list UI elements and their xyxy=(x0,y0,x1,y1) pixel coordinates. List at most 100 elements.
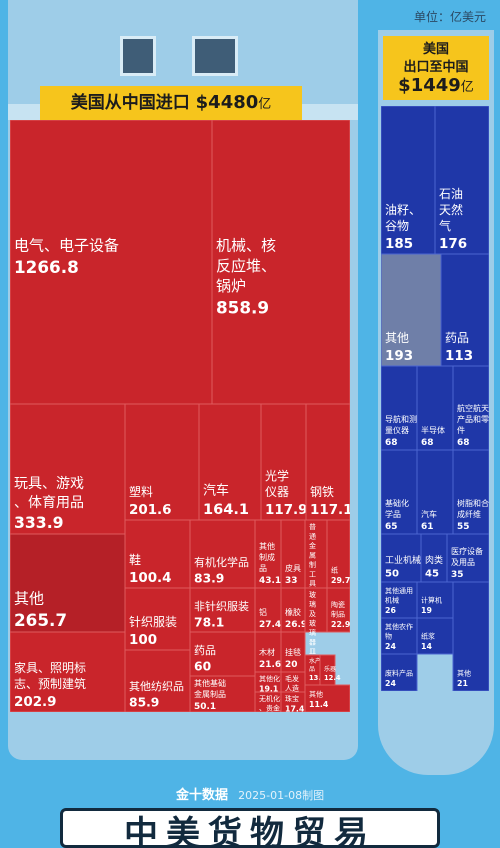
treemap-label: 皿 xyxy=(309,648,316,656)
treemap-label: 及用品 xyxy=(451,558,475,567)
treemap-value: 13.1 xyxy=(309,674,326,682)
import-title: 美国从中国进口 $4480亿 xyxy=(40,86,302,120)
treemap-label: 非针织服装 xyxy=(194,599,249,613)
ship-window xyxy=(192,36,238,76)
treemap-label: 汽车 xyxy=(421,509,437,519)
treemap-block xyxy=(254,519,282,589)
treemap-block xyxy=(198,403,262,521)
treemap-value: 17.4 xyxy=(285,705,305,713)
treemap-value: 1266.8 xyxy=(14,257,79,277)
treemap-cell: 汽车 61 xyxy=(416,449,454,535)
treemap-block xyxy=(381,533,422,583)
treemap-cell: 木材 21.6 xyxy=(254,631,282,673)
treemap-value: 55 xyxy=(457,522,469,532)
treemap-cell: 挂毯 20 xyxy=(280,631,306,673)
treemap-cell: 其他 11.4 xyxy=(304,684,350,712)
treemap-label: 其他农作 xyxy=(385,622,413,631)
treemap-cell: 普通金属制工具31.3 xyxy=(304,519,328,598)
treemap-value: 60 xyxy=(194,659,211,673)
treemap-value: 85.9 xyxy=(129,695,159,709)
treemap-block xyxy=(305,403,350,521)
treemap-value: 19 xyxy=(421,606,432,615)
treemap-label: 反应堆、 xyxy=(216,257,276,275)
treemap-label: 废料产品 xyxy=(385,668,413,677)
treemap-block xyxy=(254,631,282,673)
treemap-value: 20 xyxy=(285,660,297,670)
treemap-cell: 药品 60 xyxy=(189,631,256,677)
treemap-cell: 其他 193 xyxy=(381,253,442,367)
treemap-value: 21 xyxy=(457,679,468,688)
treemap-label: 工 xyxy=(309,570,316,578)
treemap-label: 其他纺织品 xyxy=(129,679,184,693)
treemap-cell: 其他纺织品 85.9 xyxy=(124,649,191,712)
treemap-label: 仪器 xyxy=(265,485,289,499)
treemap-cell: 废料产品 24 xyxy=(381,653,418,691)
treemap-block xyxy=(211,120,350,405)
treemap-label: 、贵金属 xyxy=(259,703,287,712)
treemap-value: 43.1 xyxy=(259,576,281,586)
treemap-value: 45 xyxy=(425,569,439,580)
treemap-label: 物 xyxy=(385,631,392,640)
footer-date: 2025-01-08制图 xyxy=(238,789,325,802)
treemap-label: 人造 xyxy=(285,683,299,692)
treemap-label: 其他 xyxy=(259,541,275,551)
treemap-label: 药品 xyxy=(194,644,216,657)
treemap-value: 117.1 xyxy=(310,503,350,518)
treemap-value: 11.4 xyxy=(309,700,329,709)
import-unit: 亿 xyxy=(258,97,272,112)
treemap-label: 及 xyxy=(309,610,316,618)
treemap-value: 202.9 xyxy=(14,695,57,710)
treemap-cell: 纸浆 14 xyxy=(416,617,454,655)
treemap-label: 其他化学品 xyxy=(259,674,294,683)
treemap-label: 其他基础 xyxy=(194,678,226,688)
treemap-label: 普 xyxy=(309,522,316,531)
treemap-cell: 汽车 164.1 xyxy=(198,403,262,521)
treemap-block xyxy=(416,449,454,535)
treemap-label: 纸浆 xyxy=(421,631,435,640)
treemap-cell: 玩具、游戏、体育用品 333.9 xyxy=(10,403,126,535)
treemap-cell: 铝 27.4 xyxy=(254,587,282,633)
export-title-line1: 美国 xyxy=(422,42,449,57)
treemap-cell: 纸 29.7 xyxy=(326,519,350,589)
treemap-label: 毛发 xyxy=(285,674,299,683)
treemap-value: 83.9 xyxy=(194,571,224,585)
treemap-value: 176 xyxy=(439,237,467,252)
treemap-block xyxy=(416,581,454,619)
treemap-value: 65 xyxy=(385,522,397,532)
export-unit: 亿 xyxy=(460,80,474,95)
treemap-cell: 油籽、谷物 185 xyxy=(381,106,436,255)
treemap-label: 、体育用品 xyxy=(14,495,84,511)
treemap-label: 导航和测 xyxy=(385,414,417,424)
treemap-value: 113 xyxy=(445,349,473,364)
treemap-label: 气 xyxy=(439,218,451,233)
treemap-label: 其他 xyxy=(457,668,471,677)
treemap-block xyxy=(189,675,256,712)
treemap-label: 医疗设备 xyxy=(451,546,483,556)
treemap-cell: 塑料 201.6 xyxy=(124,403,200,521)
treemap-label: 其他通用 xyxy=(385,586,413,595)
treemap-label: 工业机械 xyxy=(385,554,421,566)
treemap-value: 21.6 xyxy=(259,660,281,670)
treemap-label: 玻 xyxy=(309,590,316,599)
treemap-value: 26.9 xyxy=(285,620,307,630)
import-title-text: 美国从中国进口 xyxy=(70,93,190,113)
treemap-value: 100 xyxy=(129,633,157,648)
treemap-cell: 电气、电子设备 1266.8 xyxy=(10,120,213,405)
treemap-cell: 肉类 45 xyxy=(420,533,448,583)
treemap-label: 制 xyxy=(309,560,316,569)
treemap-cell: 非针织服装 78.1 xyxy=(189,587,256,633)
unit-label: 单位：亿美元 xyxy=(413,10,486,24)
treemap-label: 属 xyxy=(309,551,316,559)
treemap-cell: 半导体 68 xyxy=(416,365,454,451)
treemap-value: 78.1 xyxy=(194,615,224,629)
treemap-label: 肉类 xyxy=(425,554,443,566)
treemap-label: 品 xyxy=(259,564,267,573)
treemap-block xyxy=(304,684,350,712)
treemap-label: 制成 xyxy=(259,552,275,562)
treemap-block xyxy=(326,587,350,633)
treemap-label: 锅炉 xyxy=(216,277,246,295)
